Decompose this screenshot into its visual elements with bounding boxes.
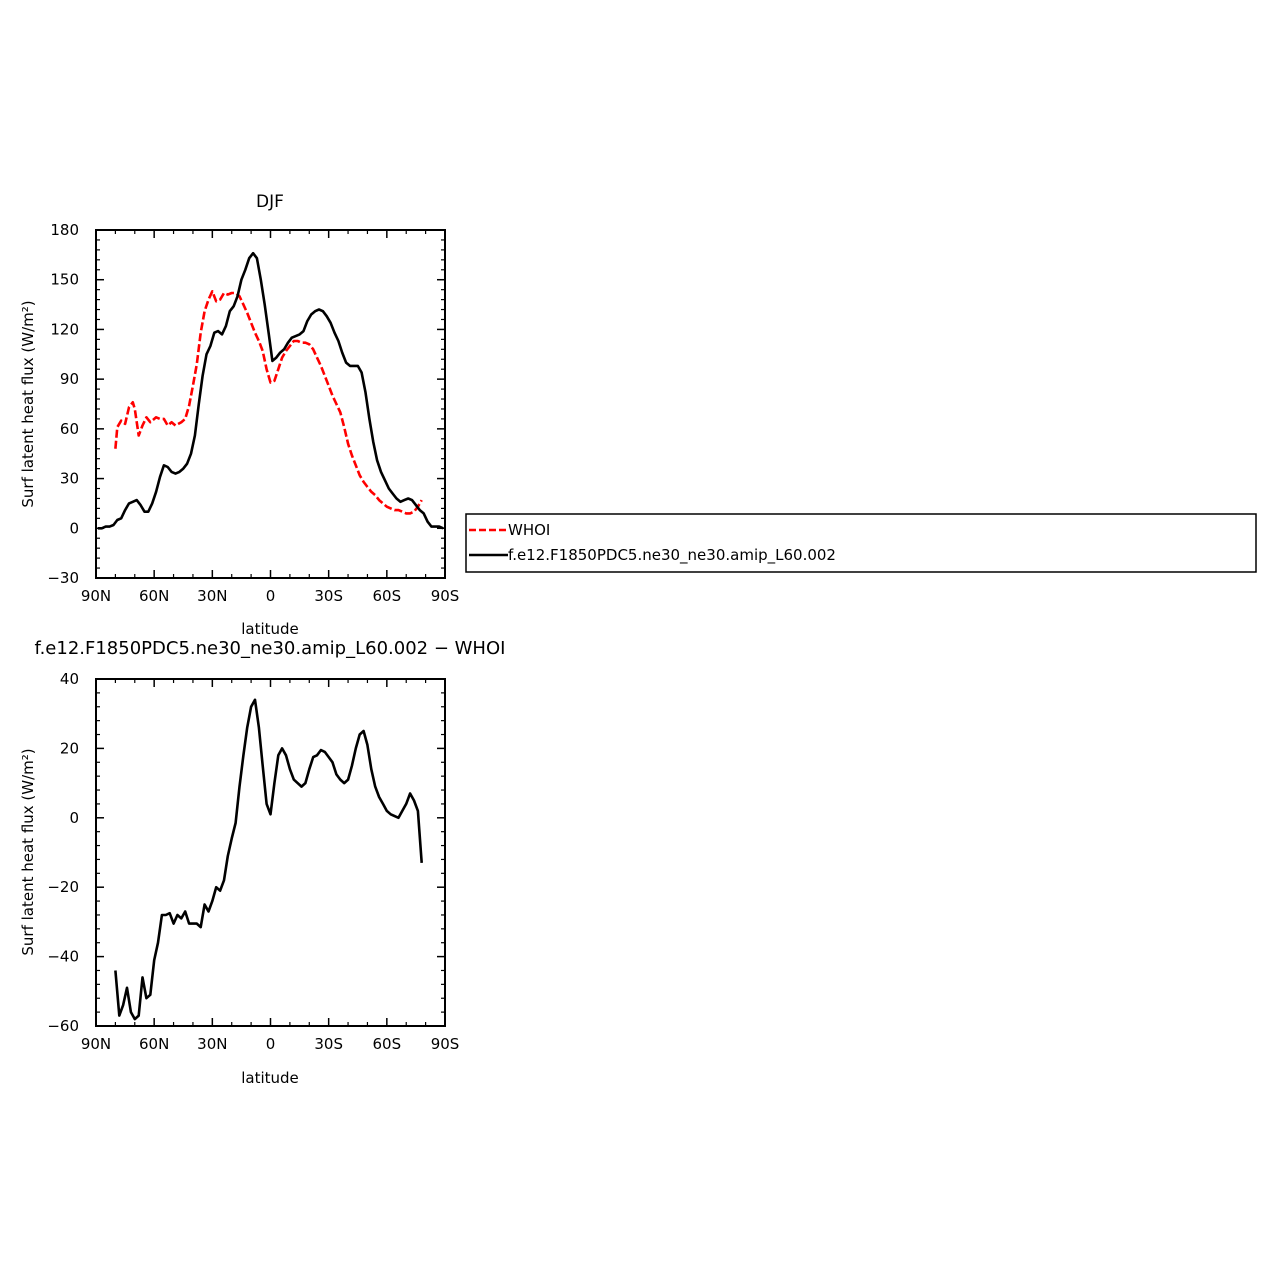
y-tick-label: 30 [60, 470, 79, 488]
y-axis-label: Surf latent heat flux (W/m²) [19, 748, 37, 955]
x-tick-label: 30N [197, 1035, 227, 1053]
x-tick-label: 60N [139, 1035, 169, 1053]
x-tick-label: 90S [431, 587, 460, 605]
legend: WHOI f.e12.F1850PDC5.ne30_ne30.amip_L60.… [465, 513, 1257, 573]
legend-label-whoi: WHOI [508, 521, 550, 539]
plot-frame [95, 229, 446, 579]
y-tick-label: 150 [50, 271, 79, 289]
difference-panel: f.e12.F1850PDC5.ne30_ne30.amip_L60.002 −… [19, 638, 505, 1087]
y-tick-label: 120 [50, 320, 79, 338]
x-tick-label: 30N [197, 587, 227, 605]
y-tick-label: 90 [60, 370, 79, 388]
x-tick-label: 0 [266, 587, 276, 605]
chart-title: f.e12.F1850PDC5.ne30_ne30.amip_L60.002 −… [35, 638, 506, 659]
y-tick-label: 180 [50, 221, 79, 239]
x-tick-label: 60N [139, 587, 169, 605]
y-tick-label: 0 [69, 809, 79, 827]
x-tick-label: 60S [373, 1035, 402, 1053]
x-tick-label: 60S [373, 587, 402, 605]
y-tick-label: −60 [47, 1017, 79, 1035]
chart-title: DJF [256, 192, 284, 212]
djf-panel: DJF 90N 60N 30N 0 30S 60S 90S 180 150 120 90 60 30 0 −… [19, 192, 459, 638]
x-tick-label: 30S [314, 1035, 343, 1053]
x-axis-label: latitude [241, 620, 299, 638]
y-axis-label: Surf latent heat flux (W/m²) [19, 300, 37, 507]
y-tick-label: 40 [60, 670, 79, 688]
x-tick-label: 90N [81, 587, 111, 605]
y-tick-label: 0 [69, 519, 79, 537]
series-line-difference-0 [114, 698, 423, 1021]
series-line-whoi [114, 289, 423, 515]
legend-box [465, 513, 1257, 573]
x-tick-label: 30S [314, 587, 343, 605]
x-tick-label: 90N [81, 1035, 111, 1053]
y-tick-label: 60 [60, 420, 79, 438]
y-tick-label: −30 [47, 569, 79, 587]
plot-frame [95, 678, 446, 1027]
x-axis-label: latitude [241, 1069, 299, 1087]
x-tick-label: 0 [266, 1035, 276, 1053]
y-tick-label: 20 [60, 739, 79, 757]
y-tick-label: −20 [47, 878, 79, 896]
legend-label-model: f.e12.F1850PDC5.ne30_ne30.amip_L60.002 [508, 546, 836, 565]
x-tick-label: 90S [431, 1035, 460, 1053]
y-tick-label: −40 [47, 948, 79, 966]
series-line-f-e12-f1850pdc5-ne30-ne30-amip-l60-002 [97, 251, 444, 530]
